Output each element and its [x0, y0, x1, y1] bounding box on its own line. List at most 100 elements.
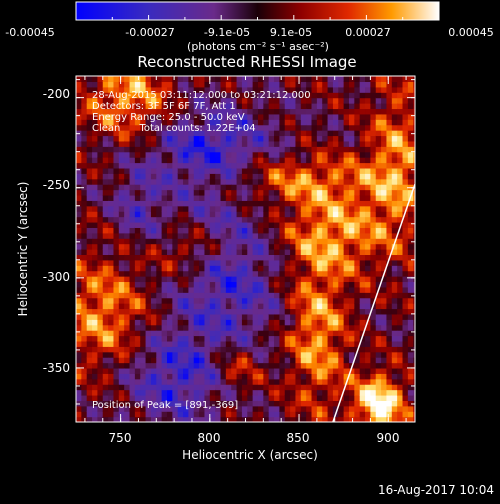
- heatmap-cell: [370, 351, 377, 358]
- heatmap-cell: [252, 297, 259, 304]
- heatmap-cell: [300, 86, 307, 93]
- heatmap-cell: [290, 189, 297, 196]
- heatmap-cell: [241, 367, 248, 374]
- heatmap-cell: [215, 286, 222, 293]
- heatmap-cell: [150, 189, 157, 196]
- heatmap-cell: [322, 286, 329, 293]
- heatmap-cell: [209, 400, 216, 407]
- heatmap-cell: [241, 103, 248, 110]
- heatmap-cell: [306, 76, 313, 83]
- heatmap-cell: [199, 205, 206, 212]
- heatmap-cell: [306, 151, 313, 158]
- heatmap-cell: [118, 135, 125, 142]
- heatmap-cell: [295, 281, 302, 288]
- heatmap-cell: [247, 211, 254, 218]
- heatmap-cell: [102, 86, 109, 93]
- heatmap-cell: [354, 232, 361, 239]
- heatmap-cell: [300, 97, 307, 104]
- heatmap-cell: [365, 194, 371, 201]
- heatmap-cell: [199, 113, 206, 120]
- heatmap-cell: [397, 184, 404, 191]
- heatmap-cell: [252, 205, 259, 212]
- heatmap-cell: [263, 238, 270, 245]
- heatmap-cell: [343, 103, 350, 110]
- heatmap-cell: [354, 162, 361, 169]
- heatmap-cell: [327, 313, 334, 320]
- heatmap-cell: [156, 330, 163, 337]
- heatmap-cell: [86, 167, 93, 174]
- heatmap-cell: [295, 194, 302, 201]
- heatmap-cell: [204, 200, 211, 207]
- heatmap-cell: [92, 373, 99, 380]
- heatmap-cell: [311, 146, 318, 153]
- heatmap-cell: [370, 211, 377, 218]
- heatmap-cell: [220, 178, 227, 185]
- heatmap-cell: [343, 292, 350, 299]
- heatmap-cell: [113, 167, 120, 174]
- heatmap-cell: [145, 286, 152, 293]
- heatmap-cell: [199, 140, 206, 147]
- heatmap-cell: [402, 292, 409, 299]
- heatmap-cell: [354, 281, 361, 288]
- heatmap-cell: [225, 384, 232, 391]
- heatmap-cell: [161, 113, 168, 120]
- heatmap-cell: [338, 173, 345, 180]
- heatmap-cell: [108, 108, 115, 115]
- heatmap-cell: [348, 211, 355, 218]
- heatmap-cell: [311, 330, 318, 337]
- heatmap-cell: [359, 265, 366, 272]
- heatmap-cell: [348, 276, 355, 283]
- heatmap-cell: [193, 108, 200, 115]
- heatmap-cell: [397, 211, 404, 218]
- heatmap-cell: [156, 378, 163, 385]
- heatmap-cell: [252, 108, 259, 115]
- heatmap-cell: [354, 97, 361, 104]
- heatmap-cell: [300, 140, 307, 147]
- heatmap-cell: [129, 297, 136, 304]
- heatmap-cell: [332, 119, 339, 126]
- heatmap-cell: [209, 394, 216, 401]
- heatmap-cell: [413, 297, 415, 304]
- heatmap-cell: [97, 151, 104, 158]
- heatmap-cell: [188, 335, 195, 342]
- heatmap-cell: [124, 97, 131, 104]
- heatmap-cell: [391, 335, 398, 342]
- heatmap-cell: [413, 162, 415, 169]
- heatmap-cell: [274, 319, 280, 326]
- heatmap-cell: [193, 303, 200, 310]
- heatmap-cell: [413, 227, 415, 234]
- heatmap-cell: [76, 81, 82, 88]
- heatmap-cell: [338, 108, 345, 115]
- heatmap-cell: [284, 389, 291, 396]
- heatmap-cell: [391, 254, 398, 261]
- heatmap-cell: [86, 189, 93, 196]
- heatmap-cell: [327, 270, 334, 277]
- heatmap-cell: [381, 167, 388, 174]
- heatmap-cell: [188, 86, 195, 93]
- heatmap-cell: [92, 346, 99, 353]
- heatmap-cell: [204, 173, 211, 180]
- heatmap-cell: [140, 167, 147, 174]
- heatmap-cell: [124, 167, 131, 174]
- heatmap-cell: [150, 86, 157, 93]
- heatmap-cell: [370, 221, 377, 228]
- heatmap-cell: [311, 81, 318, 88]
- heatmap-cell: [86, 416, 93, 422]
- heatmap-cell: [81, 394, 88, 401]
- heatmap-cell: [386, 194, 393, 201]
- heatmap-cell: [92, 303, 99, 310]
- heatmap-cell: [247, 135, 254, 142]
- heatmap-cell: [365, 405, 371, 412]
- heatmap-cell: [81, 324, 88, 331]
- heatmap-cell: [199, 103, 206, 110]
- heatmap-cell: [274, 189, 280, 196]
- heatmap-cell: [322, 292, 329, 299]
- heatmap-cell: [102, 303, 109, 310]
- heatmap-cell: [365, 189, 371, 196]
- heatmap-cell: [81, 124, 88, 131]
- heatmap-cell: [332, 189, 339, 196]
- heatmap-cell: [108, 281, 115, 288]
- heatmap-cell: [102, 276, 109, 283]
- heatmap-cell: [102, 200, 109, 207]
- heatmap-cell: [381, 389, 388, 396]
